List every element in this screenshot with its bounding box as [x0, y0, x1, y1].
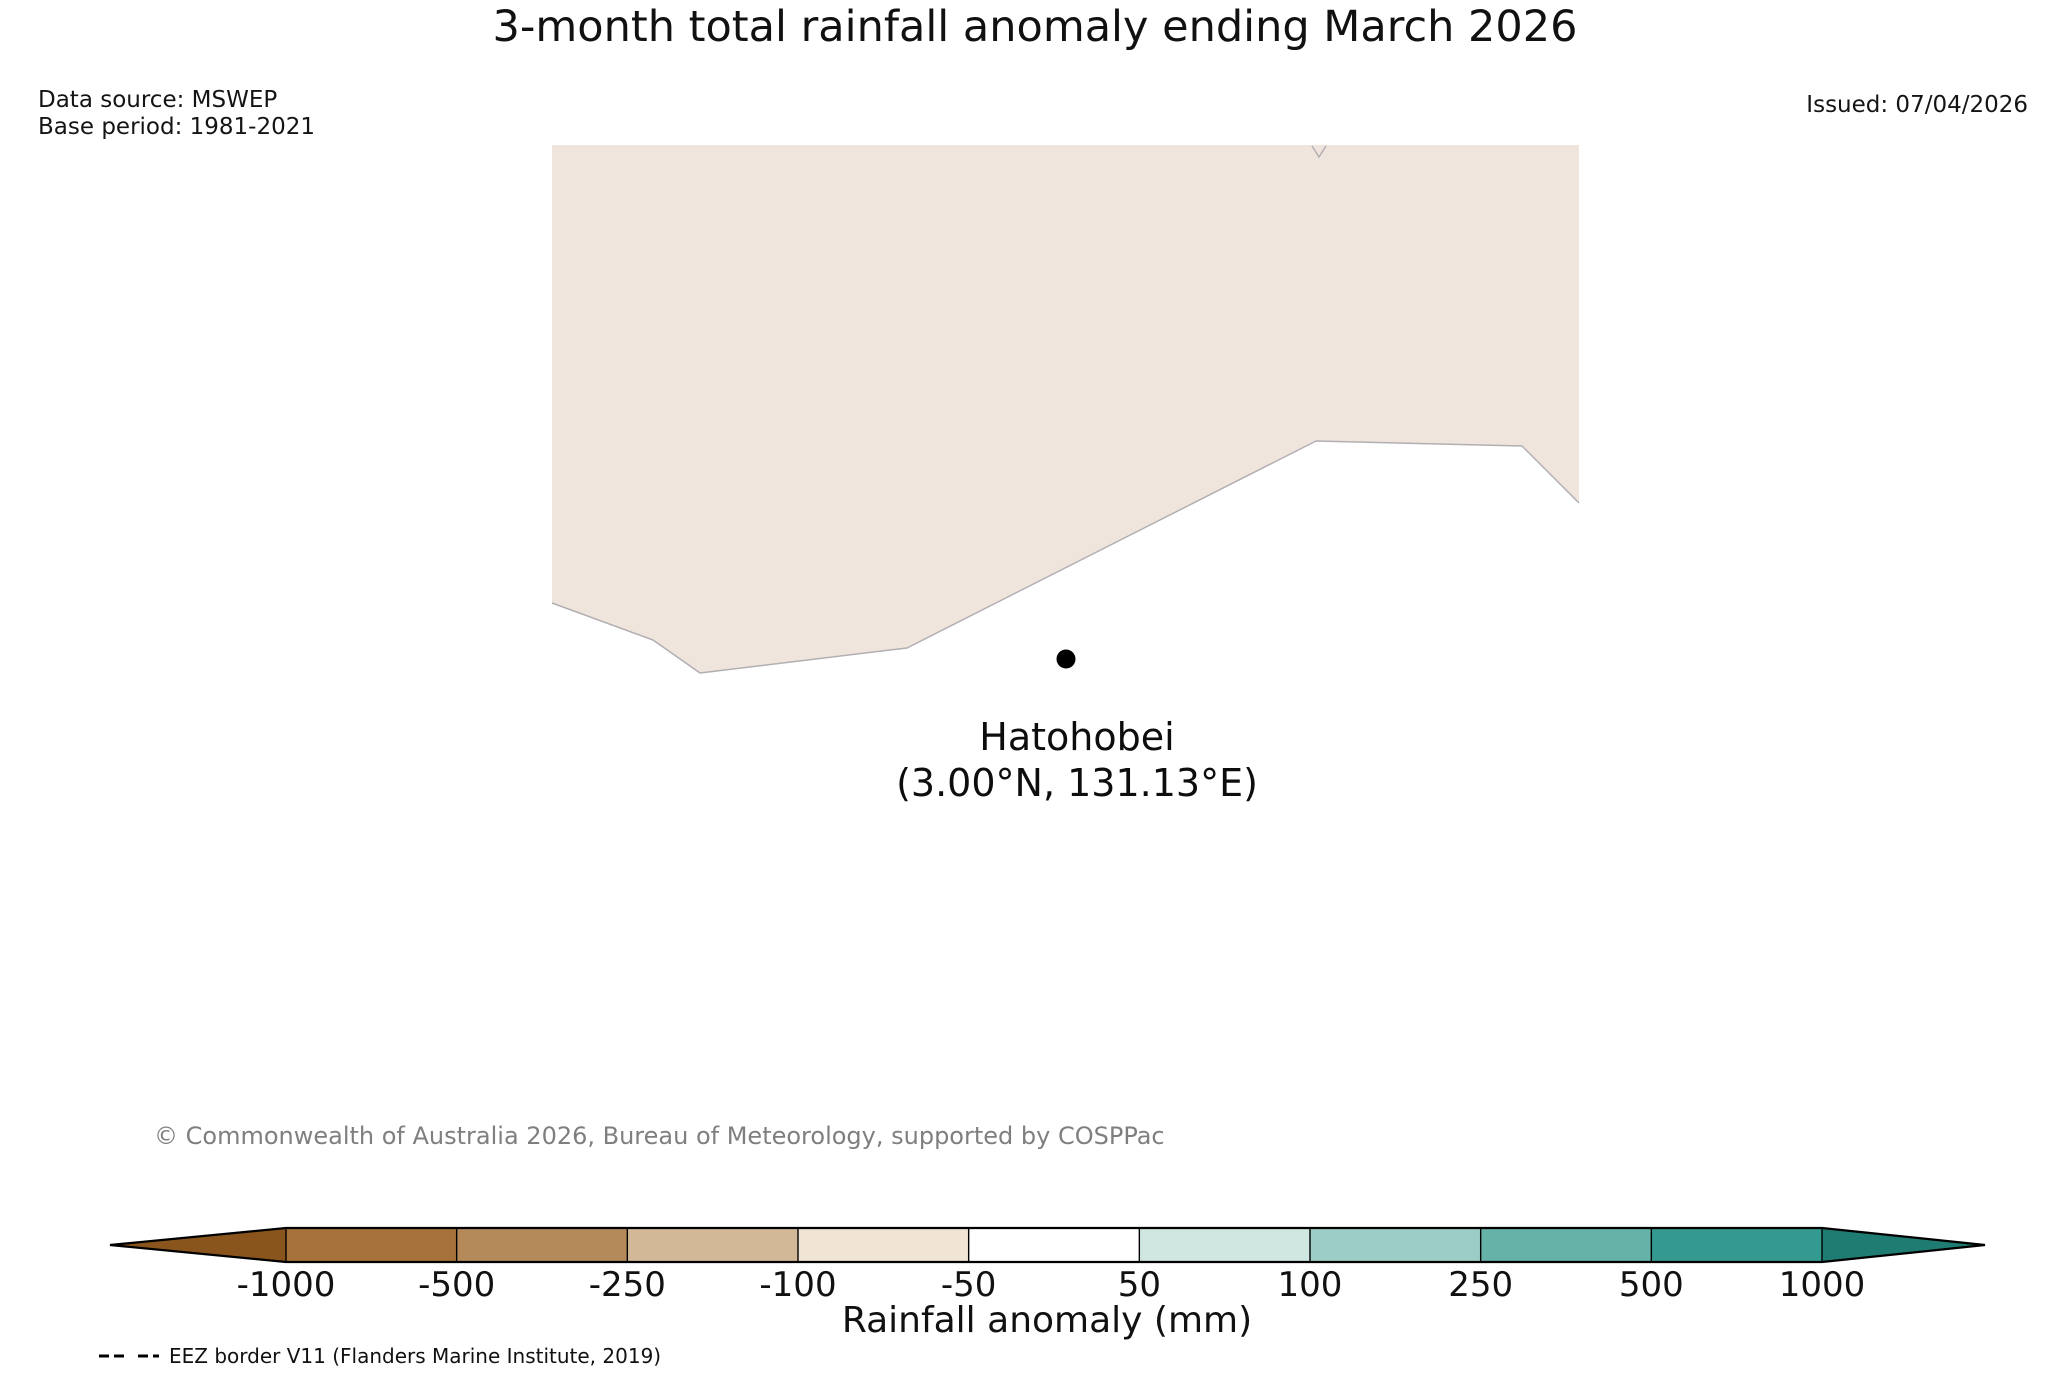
colorbar-right-arrow	[1822, 1228, 1985, 1262]
colorbar-tick-label: -50	[941, 1265, 997, 1305]
colorbar-tick-label: -100	[759, 1265, 836, 1305]
map-region-coast-border	[551, 440, 1580, 674]
colorbar-outline	[109, 1226, 1986, 1264]
colorbar-segment	[456, 1228, 628, 1262]
colorbar-tick-label: 50	[1118, 1265, 1161, 1305]
colorbar-segment	[1139, 1228, 1311, 1262]
station-coords: (3.00°N, 131.13°E)	[896, 761, 1258, 805]
meta-block: Data source: MSWEP Base period: 1981-202…	[38, 87, 315, 141]
colorbar-segment	[798, 1228, 970, 1262]
eez-legend-text: EEZ border V11 (Flanders Marine Institut…	[169, 1344, 662, 1368]
issued-label: Issued: 07/04/2026	[1806, 92, 2028, 118]
colorbar-segment	[627, 1228, 799, 1262]
base-period-label: Base period: 1981-2021	[38, 114, 316, 140]
colorbar-left-arrow	[110, 1228, 286, 1262]
colorbar-segment	[968, 1228, 1140, 1262]
colorbar-tick-label: 100	[1278, 1265, 1343, 1305]
map-region-polygon	[552, 145, 1579, 673]
colorbar-segment	[1651, 1228, 1823, 1262]
colorbar-segment	[286, 1228, 458, 1262]
colorbar-segment	[1310, 1228, 1482, 1262]
eez-dashed-line-icon	[99, 1354, 159, 1358]
data-source-label: Data source: MSWEP	[38, 87, 278, 113]
colorbar-tick-label: 500	[1619, 1265, 1684, 1305]
station-marker-dot	[1056, 649, 1076, 669]
station-name: Hatohobei	[979, 715, 1175, 759]
colorbar-axis-label: Rainfall anomaly (mm)	[841, 1300, 1253, 1341]
eez-legend: EEZ border V11 (Flanders Marine Institut…	[98, 1344, 661, 1368]
page-title: 3-month total rainfall anomaly ending Ma…	[492, 2, 1578, 52]
colorbar-tick-label: -500	[418, 1265, 495, 1305]
colorbar: -1000 -500 -250 -100 -50 50 100 250 500 1000	[109, 1226, 1986, 1305]
copyright-text: © Commonwealth of Australia 2026, Bureau…	[154, 1122, 1165, 1150]
station-label: Hatohobei (3.00°N, 131.13°E)	[896, 714, 1258, 806]
colorbar-segment	[1480, 1228, 1652, 1262]
colorbar-tick-label: -1000	[237, 1265, 336, 1305]
colorbar-tick-label: -250	[589, 1265, 666, 1305]
eez-border-notch	[1311, 145, 1327, 159]
colorbar-tick-label: 1000	[1779, 1265, 1866, 1305]
colorbar-tick-label: 250	[1448, 1265, 1513, 1305]
